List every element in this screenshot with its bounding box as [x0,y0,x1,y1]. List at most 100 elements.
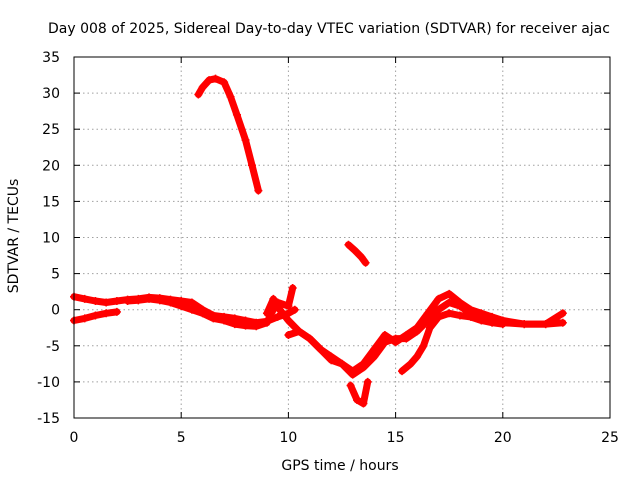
data-point [177,302,186,311]
data-point [226,92,235,101]
data-point [316,345,325,354]
series-arc-1 [70,307,121,325]
y-tick-label: 25 [42,122,60,138]
data-point [419,341,428,350]
data-point [425,323,434,332]
y-tick-label: 20 [42,158,60,174]
y-tick-label: 10 [42,231,60,247]
data-point [288,284,297,293]
y-tick-label: 35 [42,50,60,66]
y-tick-labels: -15 -10 -5 0 5 10 15 20 25 30 35 [37,50,60,427]
x-tick-label: 5 [177,430,186,446]
data-point [187,305,196,314]
data-point [262,309,271,318]
data-point [91,297,100,306]
data-point [402,334,411,343]
data-point [269,294,278,303]
data-point [455,311,464,320]
data-point [209,314,218,323]
data-point [398,367,407,376]
data-point [198,83,207,92]
data-point [413,352,422,361]
data-point [295,327,304,336]
data-point [434,312,443,321]
data-point [262,318,271,327]
data-point [232,110,241,119]
data-point [123,297,132,306]
data-point [361,258,370,267]
data-point [80,294,89,303]
data-point [445,298,454,307]
data-point [254,186,263,195]
data-point [166,298,175,307]
data-point [91,311,100,320]
data-series [70,74,567,408]
data-point [477,316,486,325]
y-tick-label: -10 [37,375,60,391]
x-tick-label: 15 [387,430,405,446]
data-point [348,370,357,379]
data-point [344,240,353,249]
data-point [406,359,415,368]
data-point [230,320,239,329]
data-point [247,161,256,170]
data-point [327,352,336,361]
data-point [558,318,567,327]
x-tick-labels: 0 5 10 15 20 25 [70,430,619,446]
data-point [155,296,164,305]
data-point [363,377,372,386]
data-point [380,338,389,347]
data-point [305,334,314,343]
data-point [466,312,475,321]
data-point [434,305,443,314]
data-point [290,305,299,314]
data-point [252,322,261,331]
series-line [347,378,372,408]
data-point [205,76,214,85]
data-point [541,320,550,329]
y-tick-label: -15 [37,411,60,427]
data-point [338,359,346,368]
data-point [434,294,443,303]
data-point [498,320,507,329]
data-point [488,318,497,327]
series-arc-7 [346,377,372,408]
data-point [558,309,567,318]
data-point [220,316,229,325]
data-point [211,74,220,83]
chart-title: Day 008 of 2025, Sidereal Day-to-day VTE… [48,21,610,37]
data-point [445,289,454,298]
data-point [134,296,143,305]
series-arc-4 [194,74,263,195]
axis-ticks [73,56,611,419]
data-point [380,330,389,339]
y-tick-label: 30 [42,86,60,102]
data-point [455,302,464,311]
data-point [102,298,111,307]
series-line [344,241,370,267]
data-point [346,381,355,390]
data-point [80,314,89,323]
data-point [391,334,400,343]
x-tick-label: 20 [494,430,512,446]
x-tick-label: 10 [279,430,297,446]
data-point [273,312,282,321]
x-axis-title: GPS time / hours [281,458,398,474]
data-point [520,320,529,329]
data-point [275,305,284,314]
data-point [357,252,366,261]
data-point [220,78,229,87]
y-tick-label: -5 [46,339,60,355]
y-axis-title: SDTVAR / TECUs [6,179,22,294]
data-point [284,302,293,311]
data-point [359,363,368,372]
data-point [370,352,379,361]
series-arc-8 [344,240,370,267]
data-point [350,246,359,255]
series-arc-3 [123,284,297,331]
y-tick-label: 0 [51,303,60,319]
data-point [423,316,432,325]
data-point [112,307,121,316]
data-point [284,330,293,339]
